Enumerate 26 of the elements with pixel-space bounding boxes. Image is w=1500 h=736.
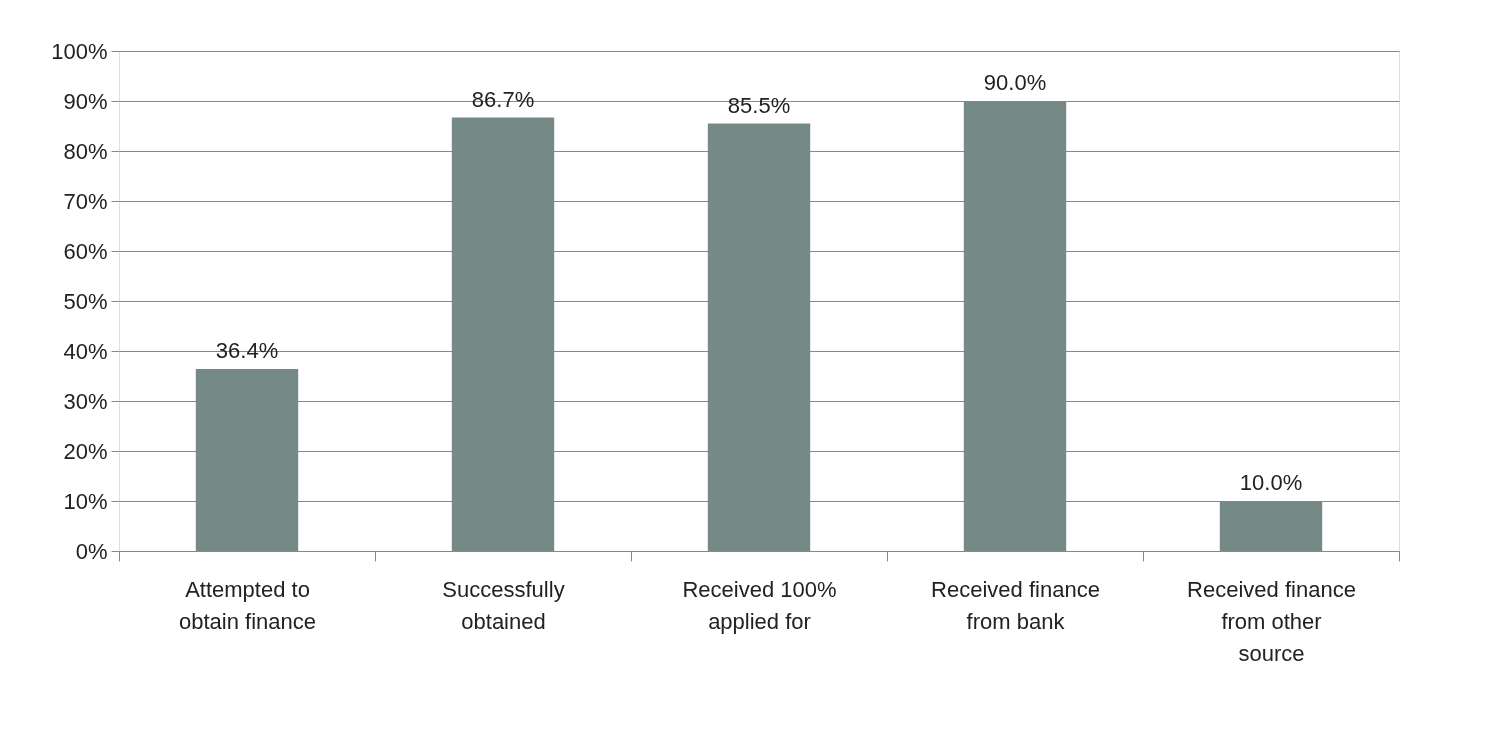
y-tick-label: 70% xyxy=(63,188,108,214)
y-tick-label: 0% xyxy=(75,538,108,564)
bar xyxy=(1219,501,1323,551)
bar xyxy=(707,123,811,551)
x-tick-label: Received finance from bank xyxy=(931,576,1100,634)
bar xyxy=(195,369,299,551)
data-label: 90.0% xyxy=(983,70,1047,95)
x-tick-label: Received 100% applied for xyxy=(682,576,837,634)
x-tick-label: Attempted to obtain finance xyxy=(179,576,316,634)
data-label: 36.4% xyxy=(215,338,279,363)
x-tick-label: Received finance from other source xyxy=(1187,576,1356,666)
data-label: 85.5% xyxy=(727,92,791,118)
data-label: 10.0% xyxy=(1239,470,1303,495)
bar xyxy=(963,101,1067,551)
y-tick-label: 60% xyxy=(63,238,108,264)
y-tick-label: 100% xyxy=(51,38,108,64)
y-tick-label: 50% xyxy=(63,288,108,314)
x-tick-label: Successfully obtained xyxy=(442,576,565,634)
y-tick-label: 40% xyxy=(63,338,108,364)
bar xyxy=(451,117,555,551)
y-tick-label: 90% xyxy=(63,88,108,114)
data-label: 86.7% xyxy=(471,86,535,112)
y-tick-label: 10% xyxy=(63,488,108,514)
y-tick-label: 20% xyxy=(63,438,108,464)
y-tick-label: 80% xyxy=(63,138,108,164)
y-tick-label: 30% xyxy=(63,388,108,414)
